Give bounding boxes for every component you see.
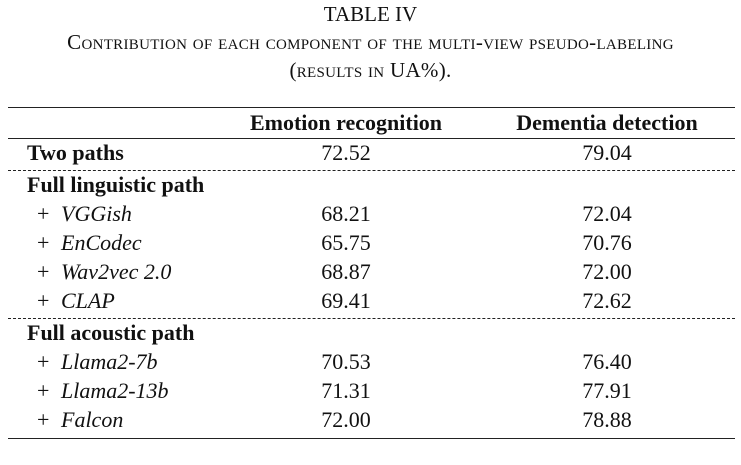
table-title: Contribution of each component of the mu… <box>67 30 674 82</box>
value-cell: 72.62 <box>582 288 632 313</box>
value-cell: 70.76 <box>582 230 632 255</box>
top-rule <box>8 107 735 108</box>
column-header: Dementia detection <box>516 110 698 135</box>
value-cell: 65.75 <box>321 230 371 255</box>
row-marker: + <box>37 407 50 432</box>
row-marker: + <box>37 259 50 284</box>
group-separator <box>8 318 735 319</box>
row-marker: + <box>37 349 50 374</box>
value-cell: 68.21 <box>321 201 371 226</box>
row-marker: + <box>37 288 50 313</box>
group-name: Two paths <box>27 140 124 165</box>
value-cell: 68.87 <box>321 259 371 284</box>
value-cell: 72.52 <box>321 140 371 165</box>
value-cell: 72.04 <box>582 201 632 226</box>
row-marker: + <box>37 378 50 403</box>
bottom-rule <box>8 438 735 439</box>
group-name: Full linguistic path <box>27 172 205 197</box>
row-name: Wav2vec 2.0 <box>61 259 172 284</box>
value-cell: 77.91 <box>582 378 632 403</box>
row-name: Llama2-7b <box>61 349 158 374</box>
value-cell: 71.31 <box>321 378 371 403</box>
row-marker: + <box>37 230 50 255</box>
value-cell: 70.53 <box>321 349 371 374</box>
group-separator <box>8 170 735 171</box>
row-marker: + <box>37 201 50 226</box>
header-rule <box>8 138 735 139</box>
row-name: Llama2-13b <box>61 378 169 403</box>
value-cell: 78.88 <box>582 407 632 432</box>
value-cell: 69.41 <box>321 288 371 313</box>
column-header: Emotion recognition <box>249 110 443 135</box>
row-name: CLAP <box>61 288 115 313</box>
group-name: Full acoustic path <box>27 320 195 345</box>
value-cell: 72.00 <box>582 259 632 284</box>
row-name: VGGish <box>61 201 132 226</box>
table-label: TABLE IV <box>323 2 418 26</box>
value-cell: 76.40 <box>582 349 632 374</box>
value-cell: 72.00 <box>321 407 371 432</box>
value-cell: 79.04 <box>582 140 632 165</box>
row-name: EnCodec <box>61 230 142 255</box>
row-name: Falcon <box>61 407 124 432</box>
